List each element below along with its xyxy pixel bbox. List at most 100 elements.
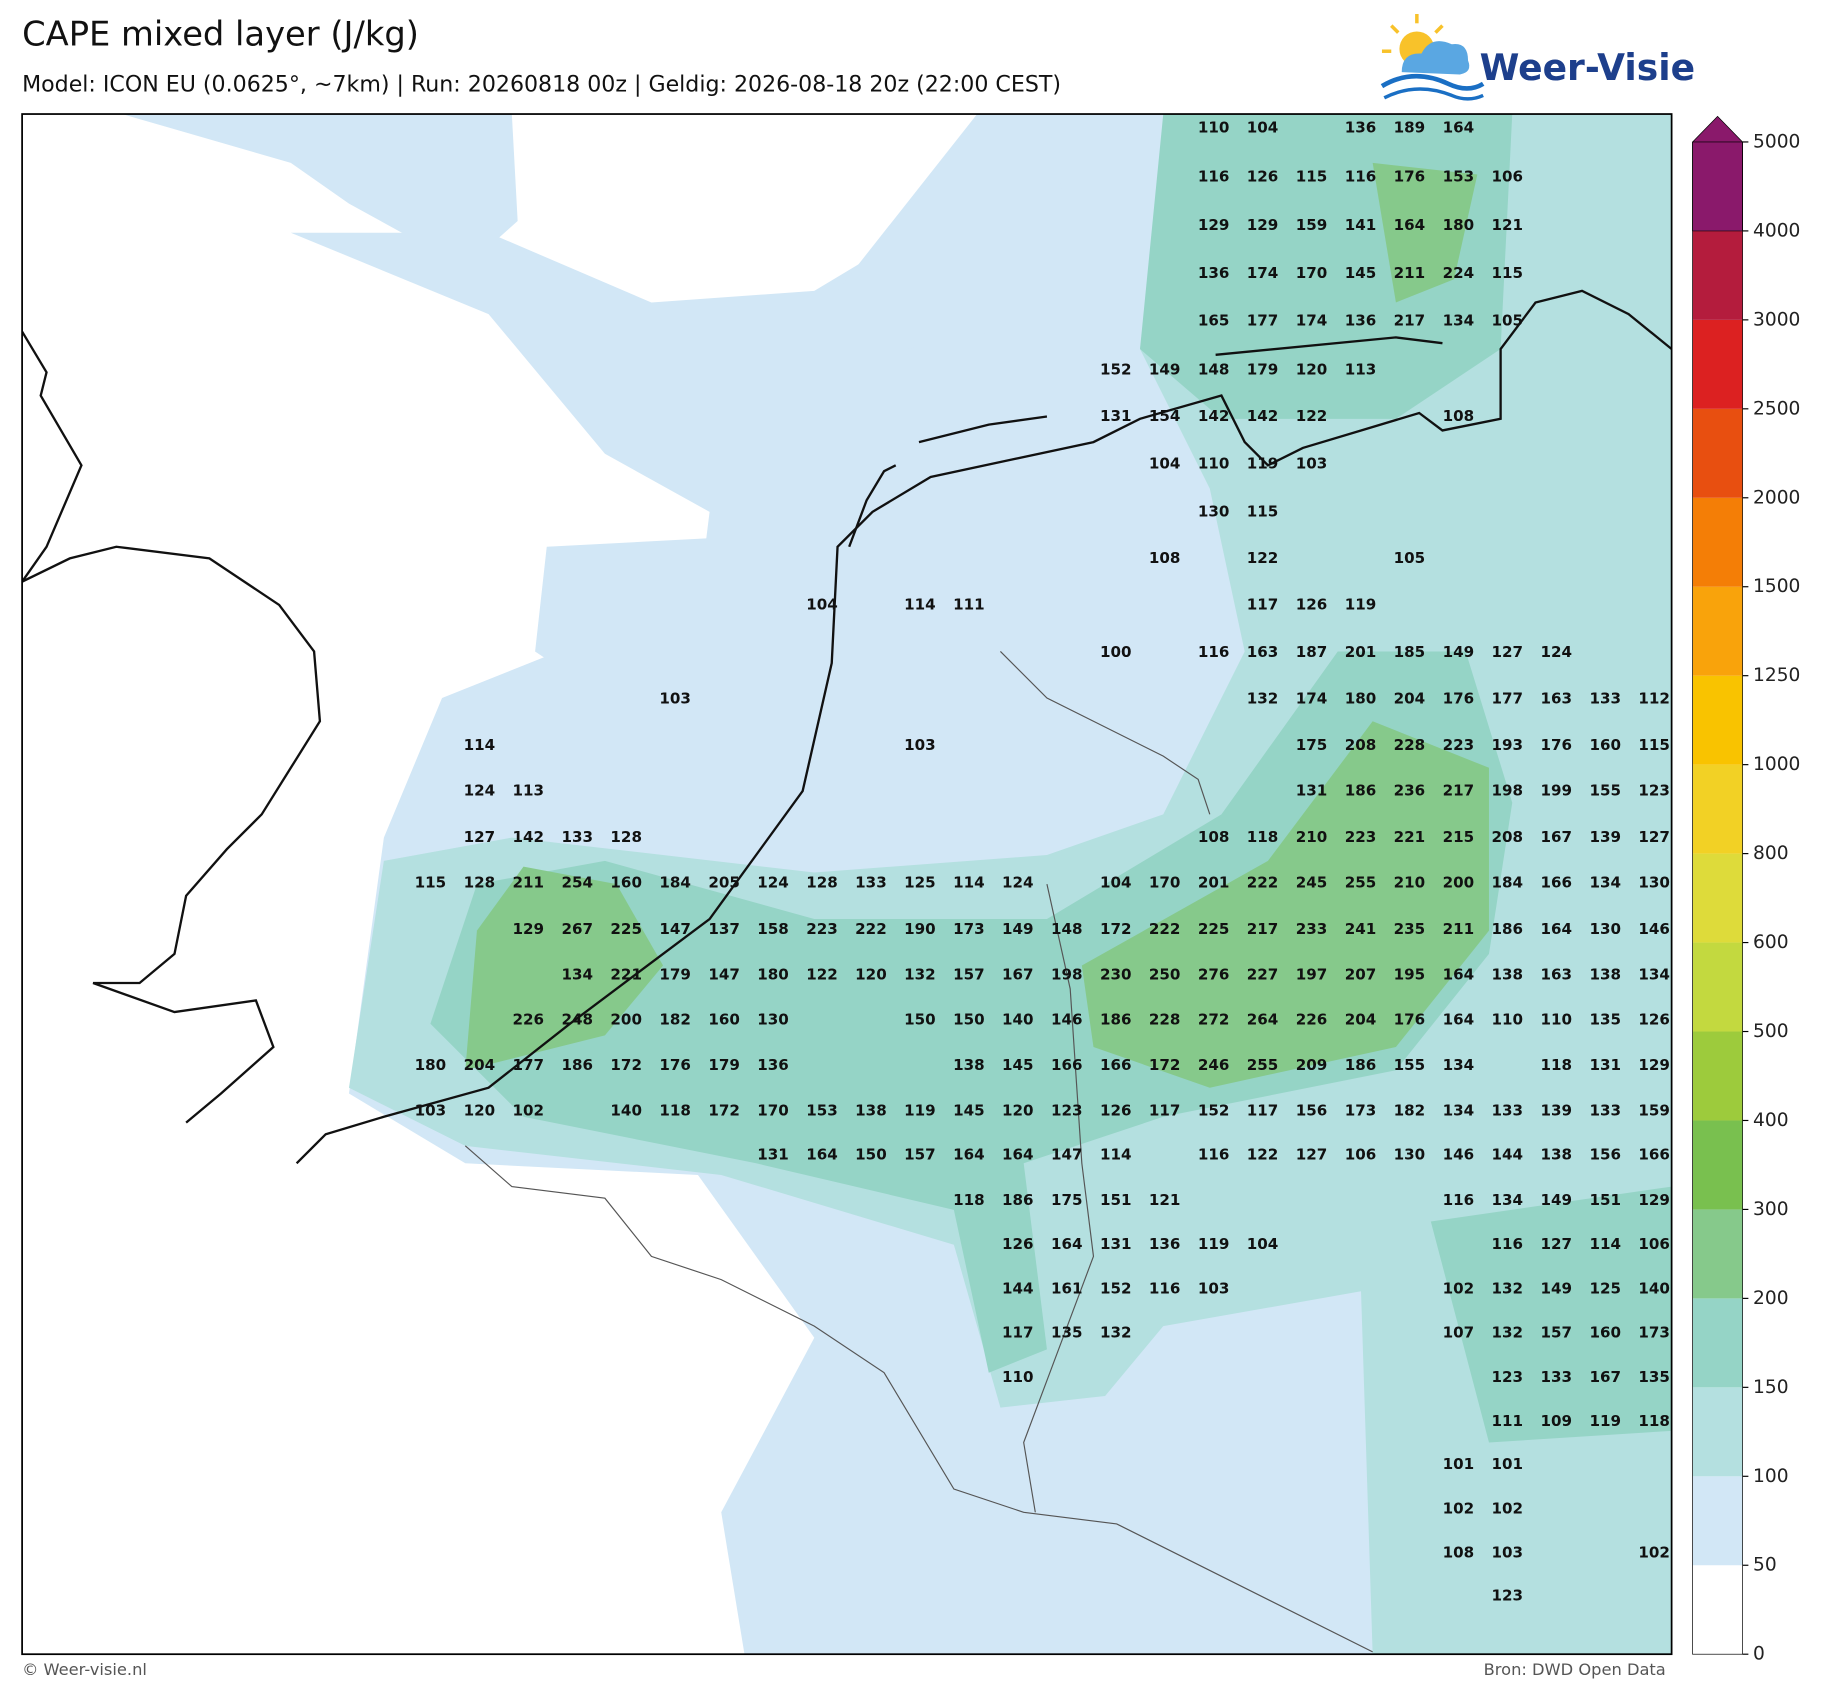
cape-label: 172 <box>708 1101 740 1119</box>
cape-label: 116 <box>1198 643 1230 661</box>
cape-label: 190 <box>904 920 936 938</box>
cape-label: 255 <box>1345 873 1377 891</box>
cape-label: 113 <box>513 782 545 800</box>
cape-label: 174 <box>1296 312 1328 330</box>
cape-label: 166 <box>1638 1146 1670 1164</box>
cape-label: 116 <box>1345 167 1377 185</box>
cape-label: 250 <box>1149 965 1181 983</box>
cape-label: 110 <box>1002 1368 1034 1386</box>
cape-label: 187 <box>1296 643 1328 661</box>
cape-label: 136 <box>757 1056 789 1074</box>
cape-label: 226 <box>513 1011 545 1029</box>
cape-label: 236 <box>1394 782 1426 800</box>
cape-label: 122 <box>1247 1146 1279 1164</box>
cape-label: 158 <box>757 920 789 938</box>
cape-label: 131 <box>1296 782 1328 800</box>
cape-label: 157 <box>1540 1324 1572 1342</box>
cape-label: 209 <box>1296 1056 1328 1074</box>
cape-label: 204 <box>1345 1011 1377 1029</box>
cape-label: 174 <box>1247 264 1279 282</box>
cape-label: 160 <box>610 873 642 891</box>
subtitle: Model: ICON EU (0.0625°, ~7km) | Run: 20… <box>22 71 1061 97</box>
cape-label: 126 <box>1296 595 1328 613</box>
cape-label: 255 <box>1247 1056 1279 1074</box>
cape-label: 111 <box>1492 1412 1524 1430</box>
colorbar-tick-label: 500 <box>1753 1021 1789 1042</box>
cape-label: 176 <box>659 1056 691 1074</box>
cape-label: 110 <box>1540 1011 1572 1029</box>
cape-label: 154 <box>1149 407 1181 425</box>
colorbar-tick-label: 400 <box>1753 1110 1789 1131</box>
colorbar-segment <box>1692 586 1743 676</box>
cape-label: 189 <box>1394 119 1426 137</box>
colorbar-tick-label: 3000 <box>1753 309 1800 330</box>
cape-label: 176 <box>1443 690 1475 708</box>
cape-label: 186 <box>561 1056 593 1074</box>
cape-label: 114 <box>904 595 936 613</box>
cape-label: 136 <box>1345 312 1377 330</box>
cape-label: 172 <box>1149 1056 1181 1074</box>
cape-label: 156 <box>1296 1101 1328 1119</box>
cape-label: 138 <box>953 1056 985 1074</box>
cape-label: 102 <box>1638 1544 1670 1562</box>
cape-label: 105 <box>1394 549 1426 567</box>
cape-label: 176 <box>1394 1011 1426 1029</box>
cape-label: 103 <box>1492 1544 1524 1562</box>
cape-label: 184 <box>1492 873 1524 891</box>
cape-label: 152 <box>1100 360 1132 378</box>
cape-label: 103 <box>1296 455 1328 473</box>
cape-label: 104 <box>1247 119 1279 137</box>
cape-label: 208 <box>1345 736 1377 754</box>
cape-label: 127 <box>1540 1235 1572 1253</box>
colorbar-tick-label: 100 <box>1753 1466 1789 1487</box>
cape-label: 138 <box>855 1101 887 1119</box>
cape-label: 217 <box>1394 312 1426 330</box>
cape-label: 146 <box>1638 920 1670 938</box>
cape-label: 132 <box>1100 1324 1132 1342</box>
cape-label: 138 <box>1492 965 1524 983</box>
cape-label: 134 <box>1443 312 1475 330</box>
cape-label: 139 <box>1540 1101 1572 1119</box>
cape-label: 179 <box>659 965 691 983</box>
cape-label: 215 <box>1443 828 1475 846</box>
cape-label: 129 <box>1638 1191 1670 1209</box>
cape-label: 153 <box>806 1101 838 1119</box>
cape-label: 160 <box>1589 736 1621 754</box>
cape-label: 179 <box>708 1056 740 1074</box>
cape-label: 144 <box>1492 1146 1524 1164</box>
cape-label: 152 <box>1198 1101 1230 1119</box>
cape-label: 133 <box>1540 1368 1572 1386</box>
cape-label: 102 <box>1443 1279 1475 1297</box>
cape-label: 235 <box>1394 920 1426 938</box>
cape-label: 155 <box>1589 782 1621 800</box>
cape-label: 200 <box>610 1011 642 1029</box>
map: 110 104 136 189 164 116 126 115 116 176 153 106 129 1… <box>22 114 1672 1655</box>
cape-label: 108 <box>1198 828 1230 846</box>
cape-label: 141 <box>1345 216 1377 234</box>
cape-label: 135 <box>1638 1368 1670 1386</box>
cape-label: 118 <box>1540 1056 1572 1074</box>
cape-label: 112 <box>1638 690 1670 708</box>
cape-label: 122 <box>806 965 838 983</box>
colorbar-segment <box>1692 497 1743 587</box>
cape-label: 150 <box>904 1011 936 1029</box>
cape-label: 186 <box>1345 782 1377 800</box>
cape-label: 221 <box>1394 828 1426 846</box>
cape-label: 124 <box>464 782 496 800</box>
cape-label: 264 <box>1247 1011 1279 1029</box>
colorbar-segment <box>1692 1476 1743 1566</box>
cape-label: 104 <box>1247 1235 1279 1253</box>
cape-label: 163 <box>1540 965 1572 983</box>
cape-label: 180 <box>757 965 789 983</box>
cape-label: 166 <box>1100 1056 1132 1074</box>
cape-label: 126 <box>1247 167 1279 185</box>
cape-label: 120 <box>855 965 887 983</box>
cape-label: 142 <box>513 828 545 846</box>
cape-label: 173 <box>1345 1101 1377 1119</box>
cape-label: 176 <box>1540 736 1572 754</box>
cape-label: 110 <box>1198 119 1230 137</box>
cape-label: 127 <box>464 828 496 846</box>
cape-label: 133 <box>1589 690 1621 708</box>
colorbar-tick-label: 1000 <box>1753 754 1800 775</box>
cape-label: 156 <box>1589 1146 1621 1164</box>
